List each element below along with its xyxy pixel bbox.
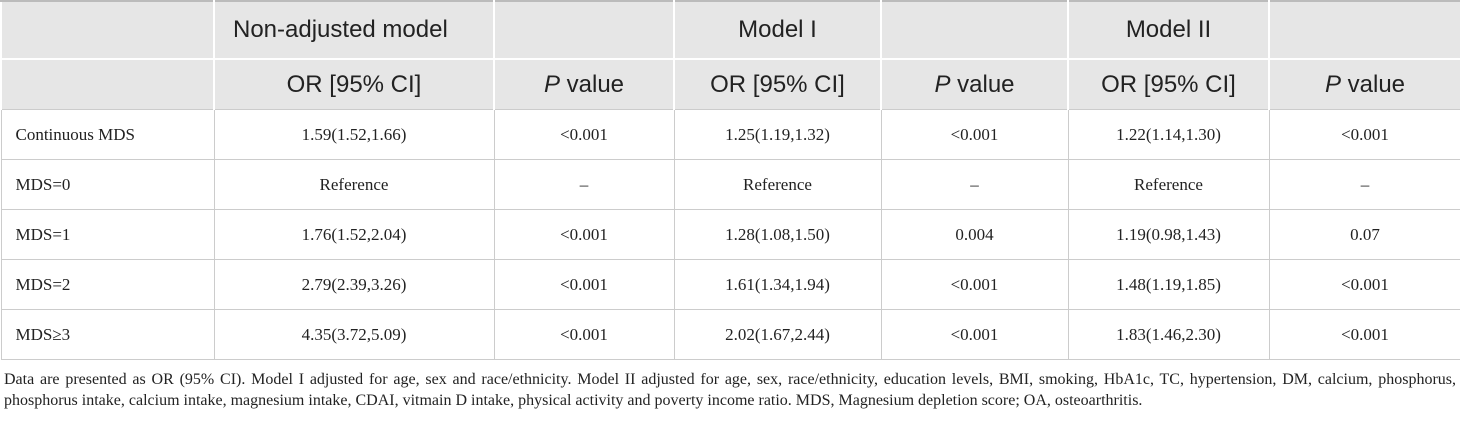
table-cell: 1.22(1.14,1.30): [1067, 109, 1270, 160]
table-cell: <0.001: [1268, 109, 1460, 160]
header-cell: Model I: [673, 0, 882, 60]
table-cell: <0.001: [493, 209, 675, 260]
table-cell: <0.001: [493, 259, 675, 310]
table-cell: 1.83(1.46,2.30): [1067, 309, 1270, 360]
header-cell: P value: [1268, 59, 1460, 110]
table-cell: –: [880, 159, 1069, 210]
table-cell: Continuous MDS: [0, 109, 215, 160]
table-cell: 1.61(1.34,1.94): [673, 259, 882, 310]
footnote: Data are presented as OR (95% CI). Model…: [4, 371, 1456, 409]
header-cell: [0, 59, 215, 110]
header-row: Non-adjusted model Model I Model II: [0, 0, 1460, 60]
table-cell: <0.001: [493, 109, 675, 160]
header-cell: P value: [493, 59, 675, 110]
header-cell: Model II: [1067, 0, 1270, 60]
table-cell: 1.76(1.52,2.04): [213, 209, 495, 260]
table-cell: <0.001: [880, 309, 1069, 360]
header-cell: Non-adjusted model: [213, 0, 495, 60]
header-cell: [880, 0, 1069, 60]
table-cell: 1.59(1.52,1.66): [213, 109, 495, 160]
table-cell: 4.35(3.72,5.09): [213, 309, 495, 360]
table-cell: MDS≥3: [0, 309, 215, 360]
table-cell: MDS=2: [0, 259, 215, 310]
table-cell: –: [1268, 159, 1460, 210]
table-row: Continuous MDS 1.59(1.52,1.66) <0.001 1.25(…: [0, 109, 1460, 160]
column-header: P value: [1324, 70, 1406, 98]
results-table: Non-adjusted model Model I Model II OR […: [0, 0, 1460, 360]
table-row: MDS≥3 4.35(3.72,5.09) <0.001 2.02(1.67,2.44…: [0, 309, 1460, 360]
header-cell: [493, 0, 675, 60]
table-cell: 0.07: [1268, 209, 1460, 260]
table-cell: 1.48(1.19,1.85): [1067, 259, 1270, 310]
table-cell: 1.25(1.19,1.32): [673, 109, 882, 160]
header-cell: OR [95% CI]: [213, 59, 495, 110]
table-cell: 2.79(2.39,3.26): [213, 259, 495, 310]
table-cell: 2.02(1.67,2.44): [673, 309, 882, 360]
table-cell: MDS=0: [0, 159, 215, 210]
column-header: OR [95% CI]: [1101, 70, 1236, 98]
table-cell: <0.001: [880, 259, 1069, 310]
table-cell: 1.28(1.08,1.50): [673, 209, 882, 260]
table-cell: <0.001: [1268, 309, 1460, 360]
column-header: OR [95% CI]: [286, 70, 422, 98]
table-cell: MDS=1: [0, 209, 215, 260]
table-cell: Reference: [673, 159, 882, 210]
header-cell: [0, 0, 215, 60]
header-row: OR [95% CI] P value OR [95% CI] P value OR […: [0, 59, 1460, 110]
table-row: MDS=1 1.76(1.52,2.04) <0.001 1.28(1.08,1.50…: [0, 209, 1460, 260]
table-cell: <0.001: [880, 109, 1069, 160]
table-row: MDS=0 Reference – Reference – Reference –: [0, 159, 1460, 210]
header-cell: OR [95% CI]: [1067, 59, 1270, 110]
column-header: OR [95% CI]: [710, 70, 845, 98]
table-row: MDS=2 2.79(2.39,3.26) <0.001 1.61(1.34,1.94…: [0, 259, 1460, 310]
table-cell: Reference: [213, 159, 495, 210]
table-cell: 0.004: [880, 209, 1069, 260]
table-cell: <0.001: [493, 309, 675, 360]
table-cell: Reference: [1067, 159, 1270, 210]
header-cell: [1268, 0, 1460, 60]
column-header: P value: [543, 70, 625, 98]
table-cell: 1.19(0.98,1.43): [1067, 209, 1270, 260]
table-cell: –: [493, 159, 675, 210]
column-header: P value: [934, 70, 1015, 98]
table-body: Continuous MDS 1.59(1.52,1.66) <0.001 1.25(…: [0, 109, 1460, 360]
table-cell: <0.001: [1268, 259, 1460, 310]
header-cell: P value: [880, 59, 1069, 110]
header-cell: OR [95% CI]: [673, 59, 882, 110]
